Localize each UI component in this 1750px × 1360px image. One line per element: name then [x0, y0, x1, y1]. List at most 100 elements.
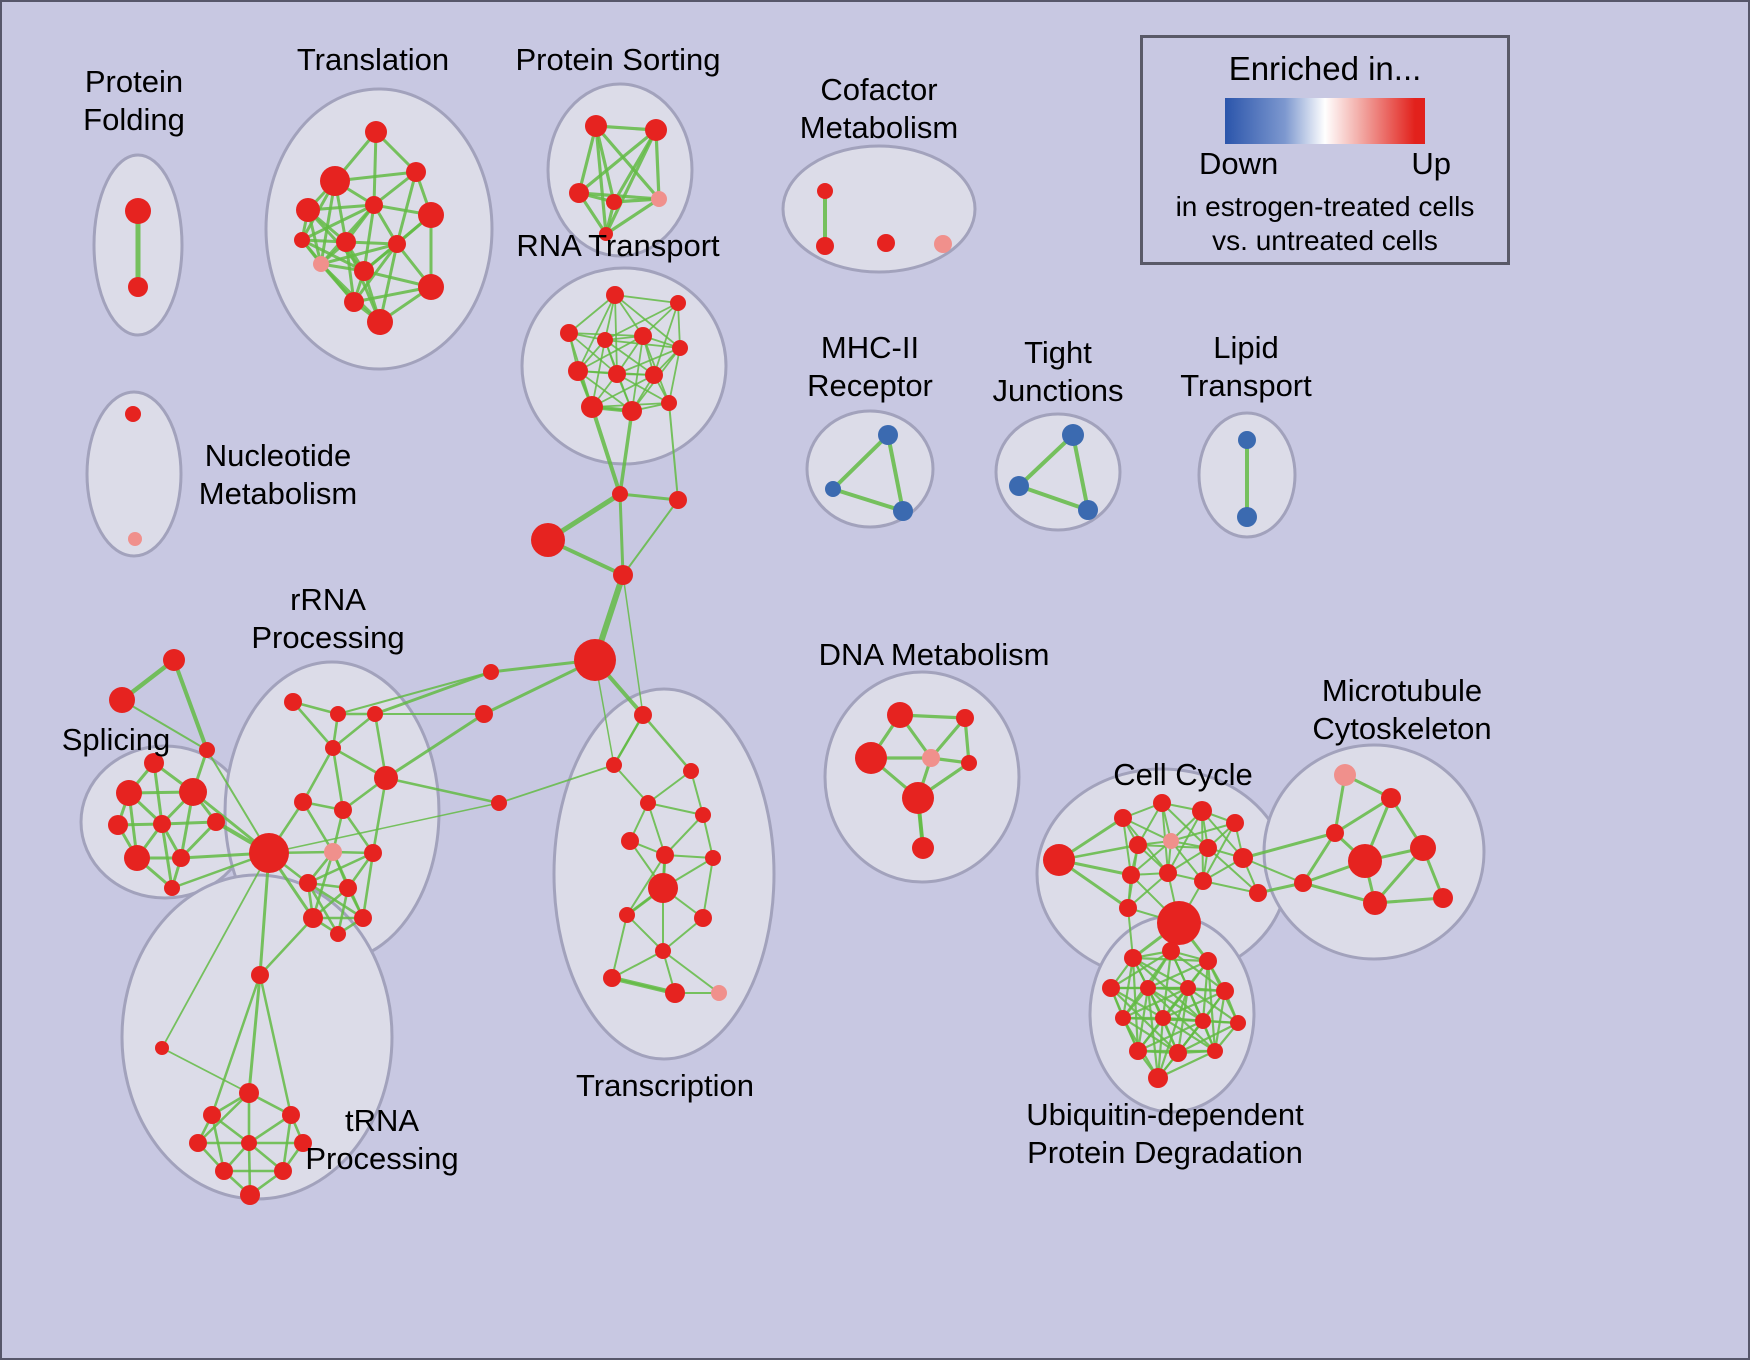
- network-node[interactable]: [282, 1106, 300, 1124]
- network-node[interactable]: [1114, 809, 1132, 827]
- network-node[interactable]: [1119, 899, 1137, 917]
- network-node[interactable]: [1348, 844, 1382, 878]
- network-node[interactable]: [606, 757, 622, 773]
- network-node[interactable]: [1102, 979, 1120, 997]
- network-node[interactable]: [1194, 872, 1212, 890]
- network-node[interactable]: [877, 234, 895, 252]
- network-node[interactable]: [683, 763, 699, 779]
- network-node[interactable]: [239, 1083, 259, 1103]
- network-node[interactable]: [128, 532, 142, 546]
- network-node[interactable]: [163, 649, 185, 671]
- network-node[interactable]: [574, 639, 616, 681]
- network-node[interactable]: [367, 706, 383, 722]
- network-node[interactable]: [1169, 1044, 1187, 1062]
- network-node[interactable]: [1249, 884, 1267, 902]
- network-node[interactable]: [585, 115, 607, 137]
- network-node[interactable]: [1433, 888, 1453, 908]
- network-node[interactable]: [313, 256, 329, 272]
- network-node[interactable]: [199, 742, 215, 758]
- network-node[interactable]: [606, 286, 624, 304]
- network-node[interactable]: [1381, 788, 1401, 808]
- network-node[interactable]: [1238, 431, 1256, 449]
- network-node[interactable]: [1237, 507, 1257, 527]
- network-node[interactable]: [1159, 864, 1177, 882]
- network-node[interactable]: [855, 742, 887, 774]
- network-node[interactable]: [1062, 424, 1084, 446]
- network-node[interactable]: [249, 833, 289, 873]
- network-node[interactable]: [334, 801, 352, 819]
- network-node[interactable]: [203, 1106, 221, 1124]
- network-node[interactable]: [303, 908, 323, 928]
- network-node[interactable]: [284, 693, 302, 711]
- network-node[interactable]: [817, 183, 833, 199]
- network-node[interactable]: [388, 235, 406, 253]
- network-node[interactable]: [1180, 980, 1196, 996]
- network-node[interactable]: [125, 198, 151, 224]
- network-node[interactable]: [324, 843, 342, 861]
- network-node[interactable]: [475, 705, 493, 723]
- network-node[interactable]: [816, 237, 834, 255]
- network-node[interactable]: [878, 425, 898, 445]
- network-node[interactable]: [1233, 848, 1253, 868]
- network-node[interactable]: [365, 121, 387, 143]
- network-node[interactable]: [344, 292, 364, 312]
- network-node[interactable]: [912, 837, 934, 859]
- network-node[interactable]: [1122, 866, 1140, 884]
- network-node[interactable]: [1326, 824, 1344, 842]
- network-node[interactable]: [240, 1185, 260, 1205]
- network-node[interactable]: [1192, 801, 1212, 821]
- network-node[interactable]: [606, 194, 622, 210]
- network-node[interactable]: [1153, 794, 1171, 812]
- network-node[interactable]: [669, 491, 687, 509]
- network-node[interactable]: [672, 340, 688, 356]
- network-node[interactable]: [367, 309, 393, 335]
- network-node[interactable]: [330, 706, 346, 722]
- network-node[interactable]: [613, 565, 633, 585]
- network-node[interactable]: [1207, 1043, 1223, 1059]
- network-node[interactable]: [1140, 980, 1156, 996]
- network-node[interactable]: [645, 119, 667, 141]
- network-node[interactable]: [365, 196, 383, 214]
- network-node[interactable]: [325, 740, 341, 756]
- network-node[interactable]: [1195, 1013, 1211, 1029]
- network-node[interactable]: [1009, 476, 1029, 496]
- network-node[interactable]: [116, 780, 142, 806]
- network-node[interactable]: [339, 879, 357, 897]
- network-node[interactable]: [651, 191, 667, 207]
- network-node[interactable]: [1410, 835, 1436, 861]
- network-node[interactable]: [354, 909, 372, 927]
- network-node[interactable]: [705, 850, 721, 866]
- network-node[interactable]: [560, 324, 578, 342]
- network-node[interactable]: [661, 395, 677, 411]
- network-node[interactable]: [418, 274, 444, 300]
- network-node[interactable]: [648, 873, 678, 903]
- network-node[interactable]: [128, 277, 148, 297]
- network-node[interactable]: [622, 401, 642, 421]
- network-node[interactable]: [241, 1135, 257, 1151]
- network-node[interactable]: [215, 1162, 233, 1180]
- network-node[interactable]: [655, 943, 671, 959]
- network-node[interactable]: [603, 969, 621, 987]
- network-node[interactable]: [207, 813, 225, 831]
- network-node[interactable]: [1155, 1010, 1171, 1026]
- network-node[interactable]: [299, 874, 317, 892]
- network-node[interactable]: [320, 166, 350, 196]
- network-node[interactable]: [336, 232, 356, 252]
- network-node[interactable]: [1129, 836, 1147, 854]
- network-node[interactable]: [1230, 1015, 1246, 1031]
- network-node[interactable]: [125, 406, 141, 422]
- network-node[interactable]: [961, 755, 977, 771]
- network-node[interactable]: [695, 807, 711, 823]
- network-node[interactable]: [568, 361, 588, 381]
- network-node[interactable]: [1199, 952, 1217, 970]
- network-node[interactable]: [406, 162, 426, 182]
- network-node[interactable]: [153, 815, 171, 833]
- network-node[interactable]: [1294, 874, 1312, 892]
- network-node[interactable]: [109, 687, 135, 713]
- network-node[interactable]: [1129, 1042, 1147, 1060]
- network-node[interactable]: [1199, 839, 1217, 857]
- network-node[interactable]: [922, 749, 940, 767]
- network-node[interactable]: [418, 202, 444, 228]
- network-node[interactable]: [1115, 1010, 1131, 1026]
- network-node[interactable]: [597, 332, 613, 348]
